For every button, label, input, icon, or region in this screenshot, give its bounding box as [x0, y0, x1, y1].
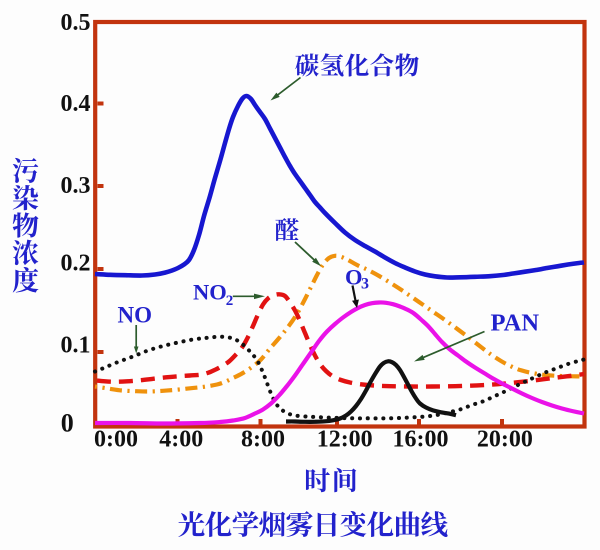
svg-text:NO: NO	[118, 303, 153, 328]
svg-text:0.1: 0.1	[61, 333, 91, 359]
svg-text:20:00: 20:00	[477, 427, 533, 453]
svg-text:0.4: 0.4	[61, 91, 91, 117]
svg-text:0: 0	[61, 409, 74, 438]
svg-text:0.3: 0.3	[61, 173, 91, 199]
svg-text:12:00: 12:00	[317, 427, 373, 453]
svg-text:8:00: 8:00	[241, 427, 285, 453]
svg-text:4:00: 4:00	[159, 427, 203, 453]
svg-text:0.2: 0.2	[61, 251, 91, 277]
svg-text:16:00: 16:00	[393, 427, 449, 453]
svg-text:0:00: 0:00	[94, 427, 138, 453]
svg-text:NO2: NO2	[193, 280, 233, 310]
svg-text:PAN: PAN	[491, 310, 540, 337]
svg-text:0.5: 0.5	[61, 10, 91, 36]
